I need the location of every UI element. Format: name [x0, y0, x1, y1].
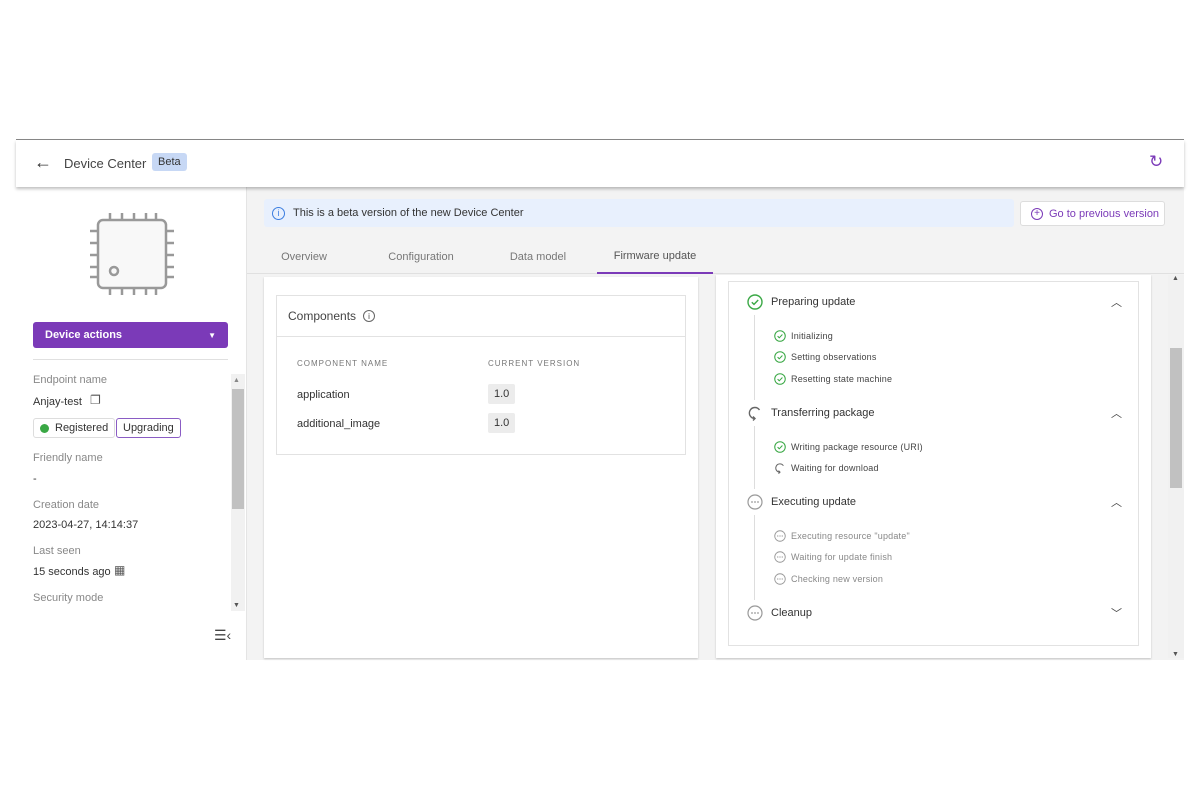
- component-name: additional_image: [297, 418, 381, 430]
- previous-version-label: Go to previous version: [1049, 207, 1160, 220]
- endpoint-value: Anjay-test: [33, 396, 82, 408]
- substep: Setting observations: [774, 351, 877, 363]
- step-label: Cleanup: [771, 607, 812, 619]
- components-card: Components i COMPONENT NAME CURRENT VERS…: [276, 295, 686, 455]
- step-label: Transferring package: [771, 407, 875, 419]
- friendly-value: -: [33, 473, 37, 485]
- sync-icon: [775, 463, 784, 474]
- timeline-line: [754, 426, 755, 489]
- substep-label: Checking new version: [791, 574, 884, 584]
- caret-down-icon: ▼: [208, 330, 216, 340]
- chevron-up-icon[interactable]: ︿: [1111, 497, 1122, 509]
- previous-version-button[interactable]: + Go to previous version: [1020, 201, 1165, 226]
- substep: Checking new version: [774, 573, 883, 585]
- substep-label: Waiting for download: [791, 463, 879, 473]
- page-title: Device Center: [64, 156, 147, 171]
- plus-circle-icon: +: [1031, 207, 1043, 220]
- substep: Waiting for update finish: [774, 551, 892, 563]
- tab-bar: [247, 240, 1184, 274]
- pending-icon: [747, 494, 763, 510]
- pending-icon: [747, 605, 763, 621]
- status-registered: Registered: [33, 418, 116, 438]
- tab-firmware-update[interactable]: Firmware update: [597, 240, 713, 274]
- back-arrow-icon[interactable]: ←: [34, 152, 52, 172]
- friendly-label: Friendly name: [33, 452, 103, 464]
- collapse-menu-icon[interactable]: ☰‹: [214, 627, 232, 643]
- refresh-icon[interactable]: ↻: [1149, 152, 1164, 171]
- banner-text: This is a beta version of the new Device…: [293, 207, 524, 219]
- substep-label: Initializing: [791, 331, 833, 341]
- column-header-version: CURRENT VERSION: [488, 359, 581, 368]
- update-progress-panel: Preparing update ︿ Initializing Setting obs…: [716, 275, 1151, 658]
- pending-icon: [774, 551, 786, 563]
- substep: Initializing: [774, 330, 833, 342]
- check-circle-icon: [747, 294, 763, 310]
- components-panel: Components i COMPONENT NAME CURRENT VERS…: [264, 277, 698, 658]
- sidebar: Device actions ▼ Endpoint name Anjay-tes…: [16, 187, 247, 660]
- column-header-name: COMPONENT NAME: [297, 359, 389, 368]
- chevron-down-icon[interactable]: ﹀: [1111, 608, 1122, 620]
- chevron-up-icon[interactable]: ︿: [1111, 408, 1122, 420]
- status-upgrading: Upgrading: [116, 418, 181, 438]
- main: i This is a beta version of the new Devi…: [247, 187, 1184, 660]
- timeline-line: [754, 515, 755, 600]
- status-text: Registered: [55, 422, 109, 434]
- calendar-icon[interactable]: ▦: [114, 563, 126, 577]
- tab-data-model[interactable]: Data model: [509, 251, 567, 263]
- last-seen-value: 15 seconds ago: [33, 566, 111, 578]
- beta-badge: Beta: [152, 153, 187, 171]
- tab-configuration[interactable]: Configuration: [388, 251, 454, 263]
- beta-banner: i This is a beta version of the new Devi…: [264, 199, 1014, 227]
- pending-icon: [774, 530, 786, 542]
- device-actions-label: Device actions: [45, 329, 123, 341]
- creation-label: Creation date: [33, 499, 100, 511]
- green-dot-icon: [40, 423, 49, 433]
- tab-overview[interactable]: Overview: [281, 251, 327, 263]
- pending-icon: [774, 573, 786, 585]
- device-actions-button[interactable]: Device actions ▼: [33, 322, 228, 348]
- step-executing-update[interactable]: Executing update ︿: [747, 494, 1122, 510]
- last-seen-label: Last seen: [33, 545, 81, 557]
- step-preparing-update[interactable]: Preparing update ︿: [747, 294, 1122, 310]
- components-title: Components: [288, 309, 357, 323]
- step-transferring-package[interactable]: Transferring package ︿: [747, 405, 1122, 421]
- security-label: Security mode: [33, 592, 104, 604]
- substep-label: Setting observations: [791, 352, 877, 362]
- scrollbar[interactable]: ▲ ▼: [231, 374, 245, 611]
- substep: Waiting for download: [774, 462, 879, 474]
- info-icon: i: [272, 206, 285, 220]
- substep-label: Resetting state machine: [791, 374, 893, 384]
- timeline-line: [754, 315, 755, 400]
- substep: Resetting state machine: [774, 373, 892, 385]
- substep-label: Executing resource "update": [791, 531, 910, 541]
- substep-label: Writing package resource (URI): [791, 442, 923, 452]
- component-name: application: [297, 389, 350, 401]
- chip-icon: [90, 213, 174, 295]
- component-version: 1.0: [488, 384, 516, 404]
- copy-icon[interactable]: ❐: [90, 393, 101, 407]
- divider: [33, 359, 228, 360]
- substep: Executing resource "update": [774, 530, 910, 542]
- header: ← Device Center Beta ↻: [16, 140, 1184, 187]
- step-label: Preparing update: [771, 296, 856, 308]
- sync-icon: [748, 406, 761, 421]
- divider: [16, 139, 1184, 140]
- check-circle-icon: [774, 351, 786, 363]
- step-label: Executing update: [771, 496, 857, 508]
- check-circle-icon: [774, 373, 786, 385]
- substep: Writing package resource (URI): [774, 441, 923, 453]
- update-steps: Preparing update ︿ Initializing Setting obs…: [728, 281, 1139, 646]
- endpoint-label: Endpoint name: [33, 374, 107, 386]
- creation-value: 2023-04-27, 14:14:37: [33, 519, 139, 531]
- info-icon[interactable]: i: [363, 310, 376, 322]
- scrollbar[interactable]: ▲ ▼: [1168, 275, 1184, 658]
- component-version: 1.0: [488, 413, 516, 433]
- step-cleanup[interactable]: Cleanup ﹀: [747, 605, 1122, 621]
- check-circle-icon: [774, 330, 786, 342]
- substep-label: Waiting for update finish: [791, 552, 893, 562]
- check-circle-icon: [774, 441, 786, 453]
- chevron-up-icon[interactable]: ︿: [1111, 297, 1122, 309]
